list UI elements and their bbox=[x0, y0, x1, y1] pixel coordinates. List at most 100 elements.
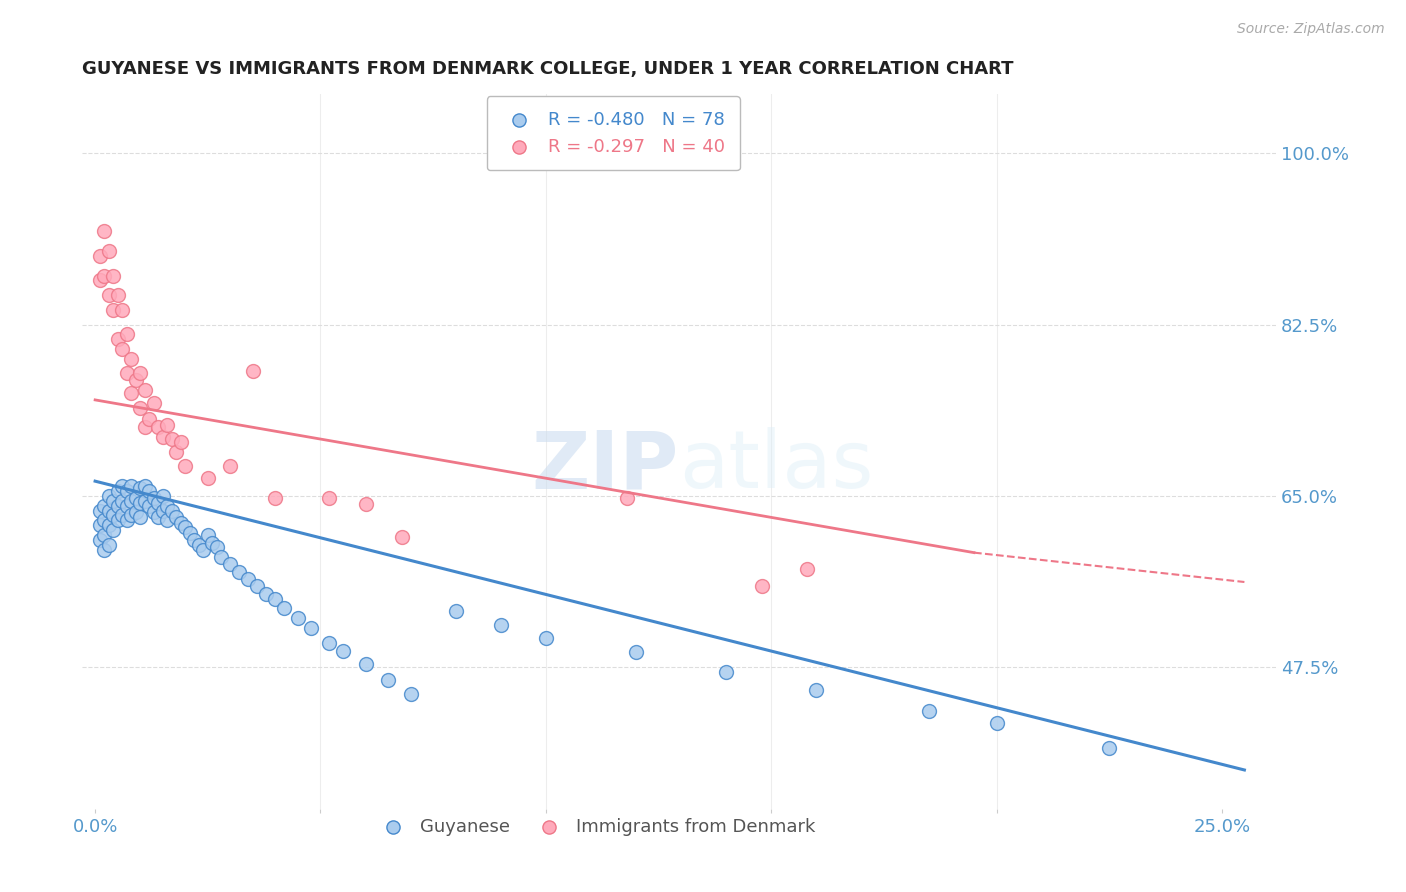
Point bbox=[354, 497, 377, 511]
Text: GUYANESE VS IMMIGRANTS FROM DENMARK COLLEGE, UNDER 1 YEAR CORRELATION CHART: GUYANESE VS IMMIGRANTS FROM DENMARK COLL… bbox=[82, 60, 1014, 78]
Point bbox=[399, 687, 422, 701]
Point bbox=[332, 643, 354, 657]
Point bbox=[197, 528, 219, 542]
Point bbox=[219, 459, 242, 474]
Point bbox=[115, 513, 138, 527]
Point bbox=[489, 618, 512, 632]
Point bbox=[806, 682, 828, 697]
Point bbox=[129, 367, 152, 381]
Point bbox=[170, 516, 193, 531]
Point bbox=[111, 493, 134, 508]
Point bbox=[751, 579, 773, 593]
Point bbox=[624, 645, 647, 659]
Point bbox=[134, 420, 156, 434]
Point bbox=[142, 491, 165, 505]
Point bbox=[246, 579, 269, 593]
Point bbox=[152, 430, 174, 444]
Point bbox=[120, 386, 142, 401]
Point bbox=[354, 657, 377, 672]
Point bbox=[89, 249, 111, 263]
Point bbox=[129, 481, 152, 495]
Point bbox=[129, 510, 152, 524]
Point bbox=[148, 420, 170, 434]
Point bbox=[174, 459, 197, 474]
Point bbox=[142, 396, 165, 410]
Point bbox=[111, 479, 134, 493]
Point bbox=[97, 518, 120, 533]
Point bbox=[156, 418, 179, 433]
Point bbox=[377, 673, 399, 687]
Point bbox=[120, 508, 142, 523]
Point bbox=[111, 342, 134, 356]
Point bbox=[93, 513, 115, 527]
Point bbox=[89, 533, 111, 547]
Point bbox=[111, 508, 134, 523]
Point bbox=[165, 510, 187, 524]
Point bbox=[89, 273, 111, 287]
Point bbox=[301, 621, 323, 635]
Point bbox=[134, 493, 156, 508]
Point bbox=[183, 533, 205, 547]
Point bbox=[89, 518, 111, 533]
Point bbox=[101, 508, 124, 523]
Point bbox=[115, 327, 138, 342]
Point bbox=[93, 268, 115, 283]
Point bbox=[264, 491, 287, 505]
Point bbox=[120, 351, 142, 366]
Point bbox=[219, 558, 242, 572]
Point bbox=[160, 503, 183, 517]
Point bbox=[111, 302, 134, 317]
Point bbox=[142, 506, 165, 520]
Point bbox=[101, 268, 124, 283]
Point bbox=[97, 489, 120, 503]
Point bbox=[287, 611, 309, 625]
Point bbox=[97, 244, 120, 258]
Point bbox=[93, 542, 115, 557]
Point bbox=[134, 383, 156, 397]
Point bbox=[254, 587, 277, 601]
Point bbox=[93, 499, 115, 513]
Point bbox=[318, 491, 340, 505]
Point bbox=[444, 604, 467, 618]
Point bbox=[273, 601, 295, 615]
Point bbox=[124, 373, 146, 387]
Point bbox=[138, 483, 160, 498]
Point bbox=[238, 572, 260, 586]
Point bbox=[205, 540, 228, 554]
Point bbox=[107, 499, 129, 513]
Point bbox=[107, 483, 129, 498]
Point bbox=[97, 538, 120, 552]
Point bbox=[160, 432, 183, 446]
Point bbox=[107, 513, 129, 527]
Point bbox=[714, 665, 737, 679]
Text: Source: ZipAtlas.com: Source: ZipAtlas.com bbox=[1237, 22, 1385, 37]
Point bbox=[138, 412, 160, 426]
Point bbox=[93, 528, 115, 542]
Point bbox=[124, 506, 146, 520]
Point bbox=[179, 526, 201, 541]
Point bbox=[209, 549, 232, 564]
Point bbox=[197, 471, 219, 485]
Point bbox=[115, 367, 138, 381]
Point bbox=[174, 520, 197, 534]
Point bbox=[156, 499, 179, 513]
Point bbox=[89, 503, 111, 517]
Point bbox=[129, 496, 152, 510]
Point bbox=[1098, 741, 1121, 756]
Point bbox=[318, 636, 340, 650]
Point bbox=[148, 510, 170, 524]
Point bbox=[796, 562, 818, 576]
Point bbox=[101, 523, 124, 537]
Point bbox=[187, 538, 209, 552]
Point bbox=[193, 542, 215, 557]
Point bbox=[97, 288, 120, 302]
Point bbox=[101, 302, 124, 317]
Legend: Guyanese, Immigrants from Denmark: Guyanese, Immigrants from Denmark bbox=[367, 811, 823, 843]
Point bbox=[107, 288, 129, 302]
Point bbox=[120, 479, 142, 493]
Text: atlas: atlas bbox=[679, 427, 873, 505]
Point bbox=[986, 716, 1008, 731]
Point bbox=[152, 489, 174, 503]
Point bbox=[170, 435, 193, 450]
Point bbox=[115, 499, 138, 513]
